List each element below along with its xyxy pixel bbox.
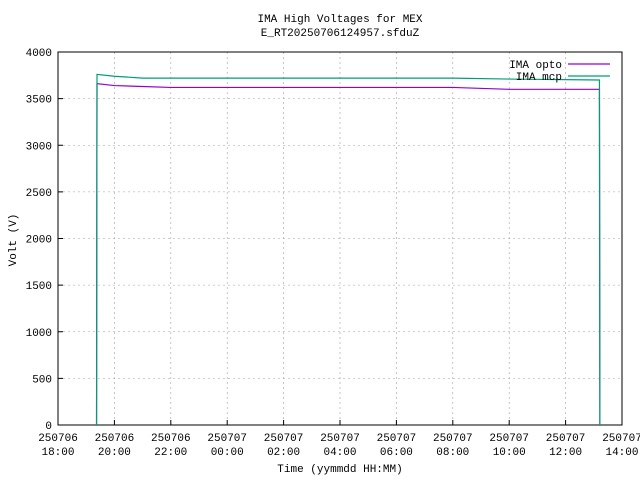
y-tick-label: 1500	[26, 281, 52, 293]
x-tick-label: 250706 18:00	[38, 433, 78, 459]
x-tick-label: 250707 10:00	[489, 433, 529, 459]
legend-label: IMA opto	[509, 60, 562, 72]
y-tick-label: 1000	[26, 328, 52, 340]
x-tick-label: 250707 02:00	[264, 433, 304, 459]
y-tick-label: 3500	[26, 95, 52, 107]
y-tick-label: 3000	[26, 141, 52, 153]
chart-subtitle: E_RT20250706124957.sfduZ	[261, 28, 420, 40]
chart-title: IMA High Voltages for MEX	[257, 14, 422, 26]
x-tick-label: 250706 20:00	[95, 433, 135, 459]
data-line	[95, 73, 601, 426]
x-tick-label: 250707 04:00	[320, 433, 360, 459]
plot-frame	[57, 51, 623, 426]
x-axis-label: Time (yymmdd HH:MM)	[277, 464, 402, 476]
x-tick-label: 250707 08:00	[433, 433, 473, 459]
y-tick-label: 2500	[26, 188, 52, 200]
data-line	[95, 83, 601, 426]
x-tick-label: 250707 06:00	[377, 433, 417, 459]
y-tick-label: 4000	[26, 48, 52, 60]
x-tick-label: 250707 14:00	[602, 433, 640, 459]
y-tick-label: 500	[32, 374, 52, 386]
x-tick-label: 250706 22:00	[151, 433, 191, 459]
x-tick-label: 250707 12:00	[546, 433, 586, 459]
y-tick-label: 2000	[26, 235, 52, 247]
legend-label: IMA mcp	[516, 72, 562, 84]
x-tick-label: 250707 00:00	[207, 433, 247, 459]
y-axis-label: Volt (V)	[8, 214, 20, 267]
y-tick-label: 0	[45, 421, 52, 433]
